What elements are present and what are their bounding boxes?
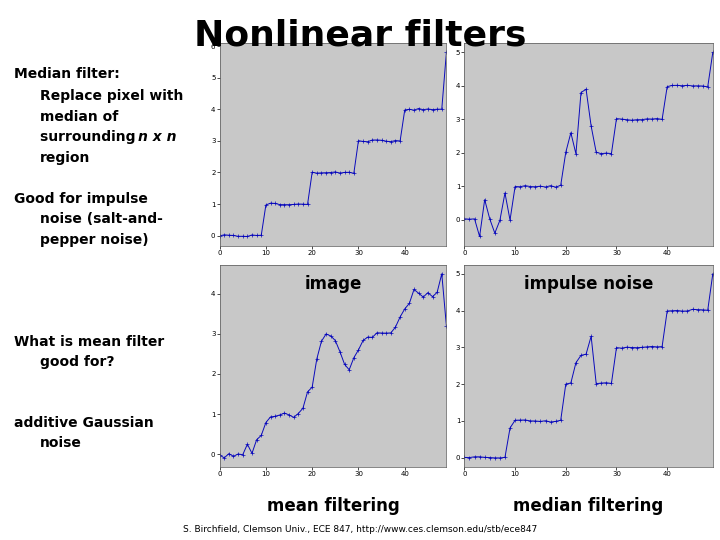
Text: surrounding: surrounding <box>40 130 140 144</box>
Text: Median filter:: Median filter: <box>14 68 120 82</box>
Text: good for?: good for? <box>40 355 114 369</box>
Text: S. Birchfield, Clemson Univ., ECE 847, http://www.ces.clemson.edu/stb/ece847: S. Birchfield, Clemson Univ., ECE 847, h… <box>183 524 537 534</box>
Text: median filtering: median filtering <box>513 497 664 515</box>
Text: additive Gaussian: additive Gaussian <box>14 416 154 430</box>
Text: noise: noise <box>40 436 81 450</box>
Text: impulse noise: impulse noise <box>524 275 653 293</box>
Text: noise (salt-and-: noise (salt-and- <box>40 212 163 226</box>
Text: mean filtering: mean filtering <box>266 497 400 515</box>
Text: Good for impulse: Good for impulse <box>14 192 148 206</box>
Text: median of: median of <box>40 110 118 124</box>
Text: region: region <box>40 151 90 165</box>
Text: n x n: n x n <box>138 130 176 144</box>
Text: What is mean filter: What is mean filter <box>14 335 165 349</box>
Text: Replace pixel with: Replace pixel with <box>40 89 183 103</box>
Text: Nonlinear filters: Nonlinear filters <box>194 19 526 53</box>
Text: image: image <box>305 275 361 293</box>
Text: pepper noise): pepper noise) <box>40 233 148 247</box>
